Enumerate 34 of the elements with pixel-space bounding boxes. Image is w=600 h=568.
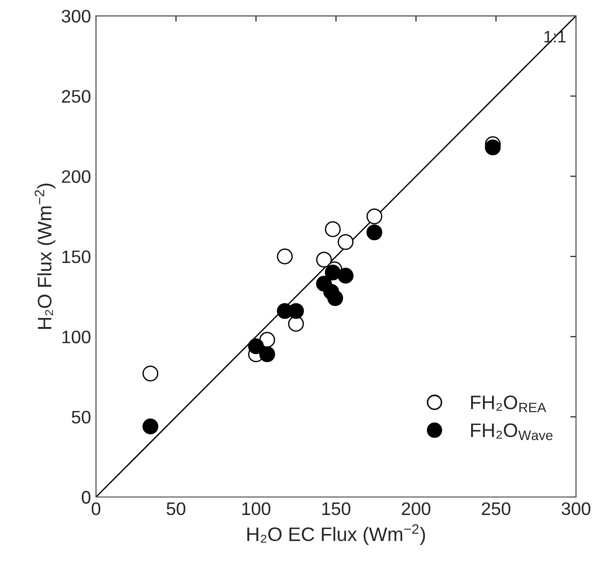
x-tick-label: 250 [482,502,510,516]
x-tick-label: 300 [562,502,590,516]
legend-label: FH₂O$_{REA}$ [471,396,546,412]
point [366,208,382,224]
y-tick-label: 300 [62,10,90,23]
x-axis-title: H₂O EC Flux (Wm$^{−2}$) [247,524,425,545]
point [327,290,344,306]
point [324,221,341,238]
x-tick-label: 150 [322,502,350,516]
point [366,224,382,240]
point [288,316,304,332]
y-tick-label: 100 [62,330,90,344]
y-tick-label: 50 [72,410,90,424]
point [288,303,304,319]
y-tick-label: 150 [62,250,90,264]
y-tick-label: 200 [62,170,90,183]
x-tick-label: 0 [92,502,100,516]
point [142,366,158,382]
point [338,268,354,284]
point [259,346,276,362]
point [276,248,293,264]
point [324,264,341,280]
point [248,338,264,354]
point [316,252,332,268]
y-axis-title: H₂O Flux (Wm$^{−2}$) [34,184,56,329]
point [142,418,158,434]
legend-label: FH₂O$_{Wave}$ [471,423,552,440]
x-tick-label: 50 [166,502,186,516]
y-tick-label: 250 [62,90,90,103]
y-tick-label: 0 [82,490,90,504]
point [484,139,501,156]
x-tick-label: 200 [402,502,430,516]
x-tick-label: 100 [242,502,270,516]
point [338,234,354,250]
